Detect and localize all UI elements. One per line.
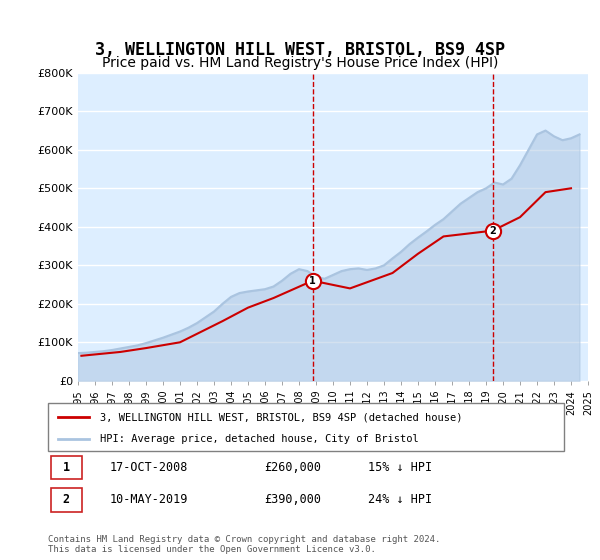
- FancyBboxPatch shape: [48, 403, 564, 451]
- Text: 10-MAY-2019: 10-MAY-2019: [110, 493, 188, 506]
- Text: 1: 1: [309, 276, 316, 286]
- Text: 1: 1: [62, 461, 70, 474]
- Point: [308, 276, 317, 285]
- Text: 17-OCT-2008: 17-OCT-2008: [110, 461, 188, 474]
- FancyBboxPatch shape: [50, 456, 82, 479]
- Text: 15% ↓ HPI: 15% ↓ HPI: [368, 461, 432, 474]
- Text: Contains HM Land Registry data © Crown copyright and database right 2024.
This d: Contains HM Land Registry data © Crown c…: [48, 535, 440, 554]
- Text: HPI: Average price, detached house, City of Bristol: HPI: Average price, detached house, City…: [100, 434, 418, 444]
- FancyBboxPatch shape: [50, 488, 82, 512]
- Point: [488, 226, 497, 235]
- Text: 24% ↓ HPI: 24% ↓ HPI: [368, 493, 432, 506]
- Text: Price paid vs. HM Land Registry's House Price Index (HPI): Price paid vs. HM Land Registry's House …: [102, 56, 498, 70]
- Text: 2: 2: [490, 226, 496, 236]
- Text: 3, WELLINGTON HILL WEST, BRISTOL, BS9 4SP: 3, WELLINGTON HILL WEST, BRISTOL, BS9 4S…: [95, 41, 505, 59]
- Text: 3, WELLINGTON HILL WEST, BRISTOL, BS9 4SP (detached house): 3, WELLINGTON HILL WEST, BRISTOL, BS9 4S…: [100, 413, 462, 422]
- Text: 2: 2: [62, 493, 70, 506]
- Text: £260,000: £260,000: [265, 461, 322, 474]
- Text: £390,000: £390,000: [265, 493, 322, 506]
